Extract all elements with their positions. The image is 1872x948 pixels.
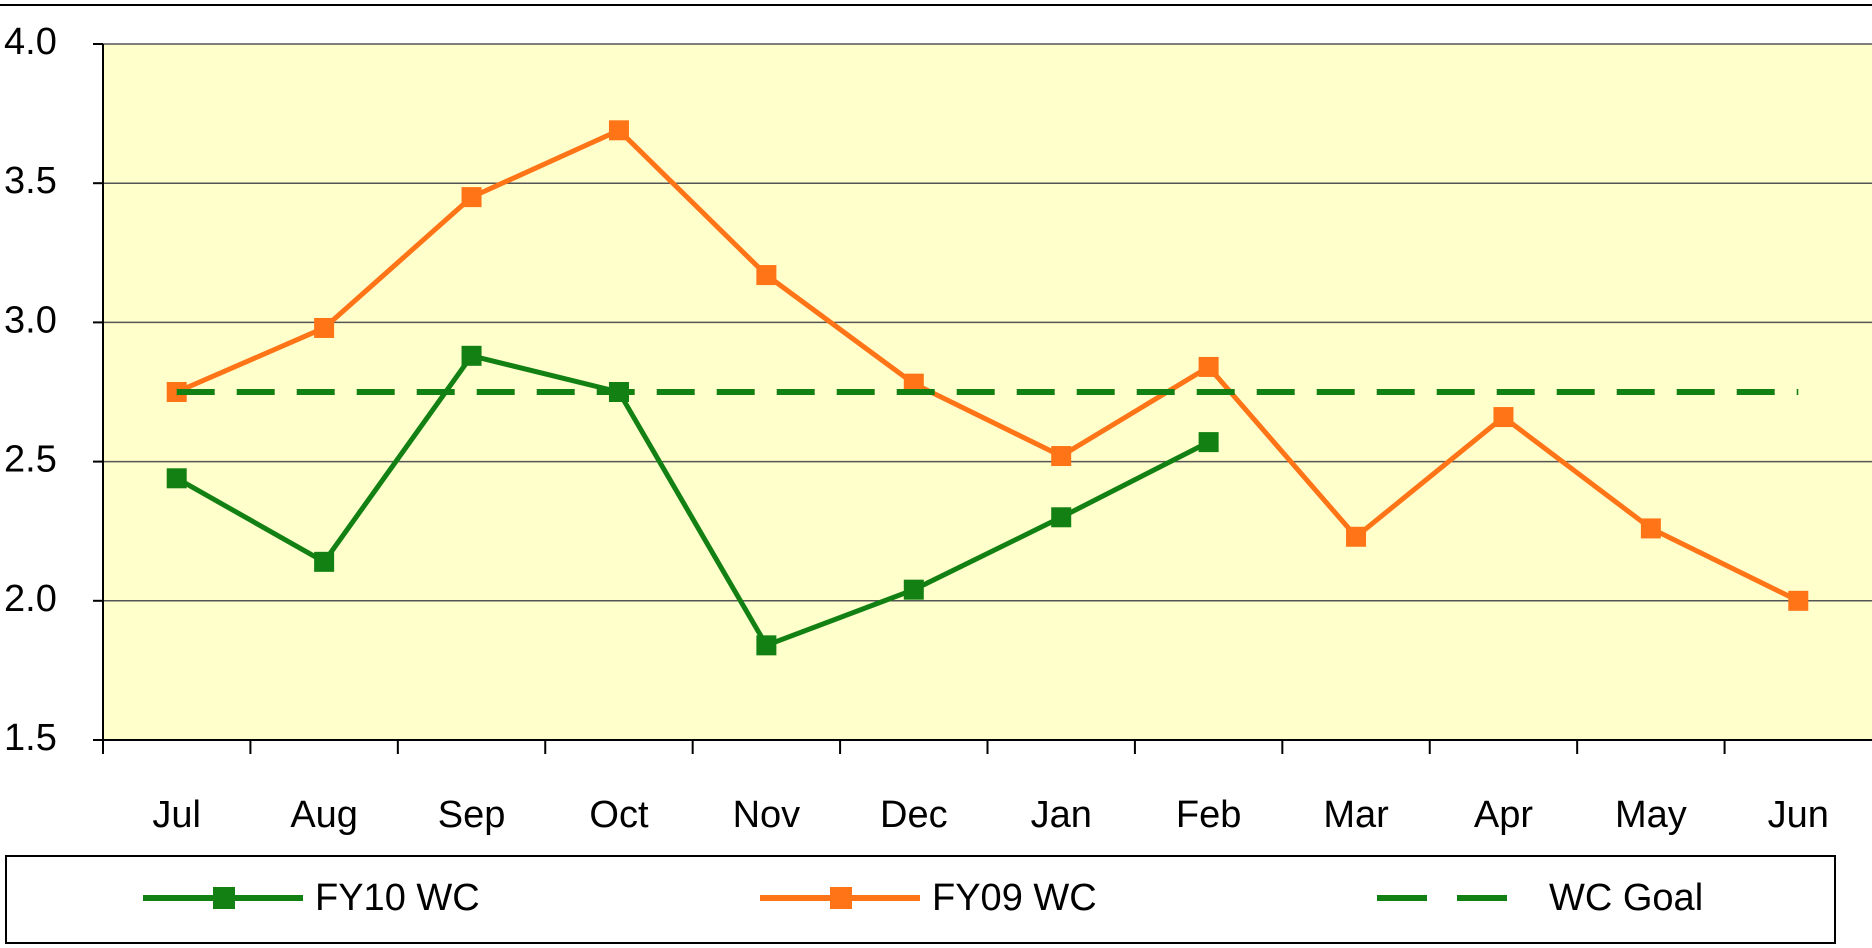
x-tick-label: May [1615,794,1687,836]
y-tick-label: 3.5 [4,160,57,202]
series-line [175,127,1800,604]
legend-marker [830,887,852,909]
marker [1788,590,1809,611]
marker [1640,518,1661,539]
x-tick-label: Apr [1474,794,1533,836]
x-tick-label: Nov [733,794,801,836]
marker [903,579,924,600]
series-line [175,352,1210,649]
legend-label: WC Goal [1549,877,1703,919]
x-tick-label: Mar [1323,794,1389,836]
marker [1346,526,1367,547]
marker [903,373,924,394]
marker [1198,432,1219,453]
marker [756,265,777,286]
marker [461,187,482,208]
x-tick-label: Sep [438,794,506,836]
x-tick-label: Jan [1031,794,1092,836]
y-tick-label: 3.0 [4,299,57,341]
marker [166,468,187,489]
x-tick-label: Oct [589,794,649,836]
x-tick-label: Aug [290,794,358,836]
legend-box [5,855,1836,944]
marker [314,551,335,572]
y-tick-label: 1.5 [4,717,57,759]
y-tick-label: 2.5 [4,439,57,481]
x-tick-label: Jul [152,794,201,836]
marker [1198,356,1219,377]
x-tick-label: Feb [1176,794,1241,836]
marker [1051,507,1072,528]
marker [314,317,335,338]
marker [608,120,629,141]
legend-label: FY10 WC [315,877,480,919]
marker [461,345,482,366]
y-tick-label: 2.0 [4,578,57,620]
x-tick-label: Dec [880,794,948,836]
x-tick-label: Jun [1768,794,1829,836]
marker [1493,407,1514,428]
marker [1051,446,1072,467]
marker [756,635,777,656]
legend-label: FY09 WC [932,877,1097,919]
legend-marker [213,887,235,909]
y-tick-label: 4.0 [4,21,57,63]
